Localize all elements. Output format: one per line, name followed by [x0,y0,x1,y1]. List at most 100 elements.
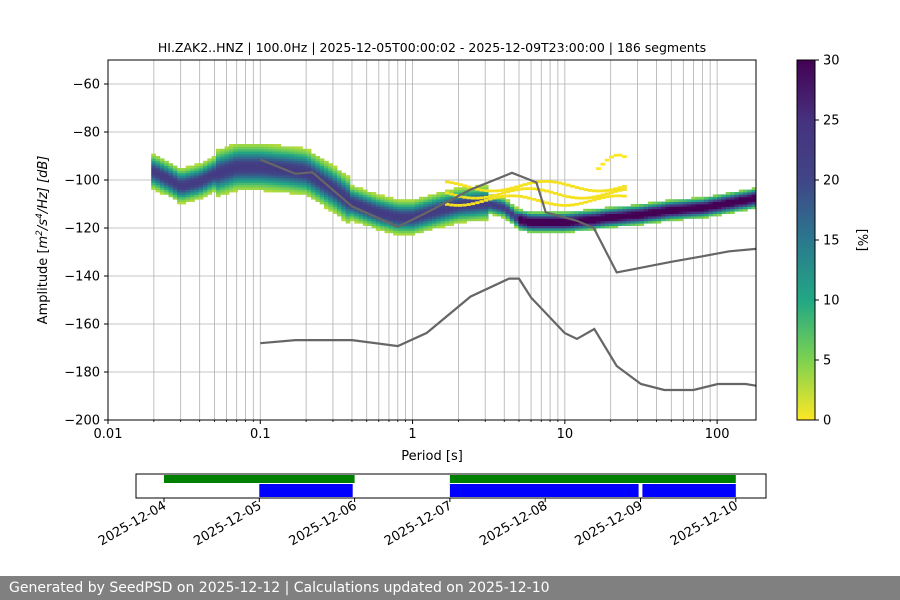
heatmap-cell [479,213,485,217]
heatmap-cell [656,216,662,219]
heatmap-cell [177,201,182,205]
heatmap-cell [341,192,346,195]
heatmap-cell [479,200,485,203]
heatmap-cell [155,189,161,193]
heatmap-cell [544,216,550,219]
heatmap-cell [643,204,649,207]
heatmap-cell [259,144,264,147]
heatmap-cell [319,201,325,205]
heatmap-cell [609,191,614,194]
heatmap-cell [531,218,537,222]
heatmap-cell [272,184,277,188]
heatmap-cell [583,216,588,219]
heatmap-cell [660,206,666,210]
heatmap-cell [648,206,653,210]
heatmap-cell [483,184,489,188]
heatmap-cell [591,198,597,202]
heatmap-cell [596,225,601,229]
heatmap-cell [224,170,230,174]
heatmap-cell [190,182,195,186]
heatmap-cell [228,170,234,174]
heatmap-cell [393,204,398,207]
heatmap-cell [371,204,377,207]
heatmap-cell [388,211,394,214]
heatmap-cell [643,206,649,210]
heatmap-cell [604,206,610,210]
heatmap-cell [198,165,204,169]
heatmap-cell [263,165,269,169]
heatmap-cell [436,201,442,205]
heatmap-cell [457,213,463,217]
heatmap-cell [306,163,312,166]
heatmap-cell [276,180,282,183]
heatmap-cell [302,148,308,152]
heatmap-cell [444,211,450,214]
heatmap-cell [682,213,688,217]
heatmap-cell [155,180,161,183]
heatmap-cell [336,211,342,214]
heatmap-cell [440,218,446,222]
heatmap-cell [462,194,467,198]
heatmap-cell [410,225,416,229]
heatmap-cell [267,172,273,176]
heatmap-cell [496,195,502,199]
heatmap-cell [241,180,247,183]
heatmap-cell [708,196,714,200]
heatmap-cell [648,213,653,217]
footer-text: Generated by SeedPSD on 2025-12-12 | Cal… [9,580,550,596]
heatmap-cell [311,163,316,166]
heatmap-cell [704,204,709,207]
heatmap-cell [544,201,550,205]
heatmap-cell [617,213,623,217]
heatmap-cell [380,223,385,226]
heatmap-cell [280,184,286,188]
heatmap-cell [319,187,325,190]
heatmap-cell [552,228,558,231]
heatmap-cell [306,168,312,171]
heatmap-cell [738,194,744,198]
heatmap-cell [328,194,334,198]
heatmap-cell [587,211,593,214]
heatmap-cell [531,211,537,214]
heatmap-cell [328,177,334,181]
heatmap-cell [211,177,217,181]
heatmap-cell [349,206,355,210]
heatmap-cell [604,213,610,217]
heatmap-cell [682,201,688,205]
heatmap-cell [673,213,679,217]
heatmap-cell [177,168,182,171]
heatmap-cell [341,172,346,176]
heatmap-cell [228,182,234,186]
heatmap-cell [358,206,364,210]
heatmap-cell [306,156,312,159]
heatmap-cell [635,220,640,224]
heatmap-cell [211,158,217,162]
heatmap-cell [427,228,433,231]
heatmap-cell [734,192,740,195]
heatmap-cell [254,156,260,159]
heatmap-cell [207,182,213,186]
heatmap-cell [177,172,182,176]
heatmap-cell [371,223,377,226]
heatmap-cell [246,160,251,164]
heatmap-cell [345,213,351,217]
heatmap-cell [414,223,420,226]
heatmap-cell [172,192,178,195]
heatmap-cell [375,211,381,214]
heatmap-cell [250,146,256,150]
heatmap-cell [302,172,308,176]
heatmap-cell [496,201,502,205]
heatmap-cell [518,195,524,198]
heatmap-cell [380,225,385,229]
heatmap-cell [483,216,489,219]
heatmap-cell [293,168,299,171]
heatmap-cell [721,194,727,198]
heatmap-cell [159,187,165,190]
heatmap-cell [475,187,480,191]
heatmap-cell [527,223,532,226]
heatmap-cell [652,220,658,224]
heatmap-cell [362,199,368,202]
heatmap-cell [436,211,442,214]
heatmap-cell [492,213,498,217]
heatmap-cell [444,191,450,195]
